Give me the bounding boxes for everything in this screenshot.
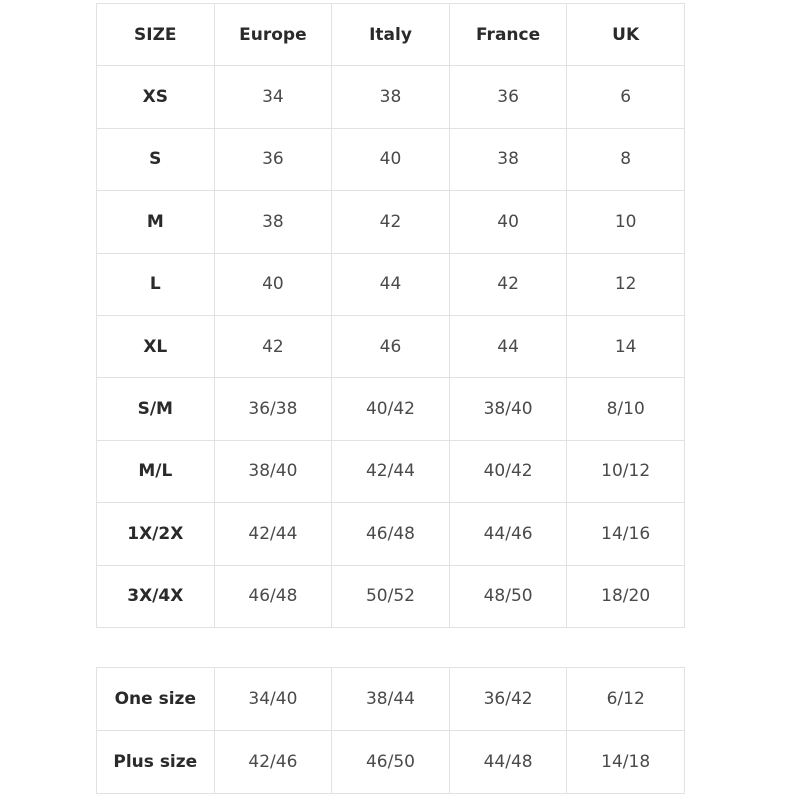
table-cell: 36/38: [213, 377, 333, 441]
table-cell: 40: [213, 252, 333, 316]
table-cell: 44/46: [448, 502, 568, 566]
table-cell: 42: [331, 190, 450, 254]
size-label-cell: L: [96, 252, 215, 316]
table-cell: 40/42: [331, 377, 450, 441]
table-cell: 10/12: [566, 439, 685, 504]
size-label-cell: M/L: [96, 439, 215, 504]
table-cell: 34: [213, 65, 333, 129]
table-row: M/L 38/40 42/44 40/42 10/12: [96, 439, 685, 504]
table-cell: 48/50: [448, 564, 568, 628]
size-label-cell: XS: [96, 65, 215, 129]
table-cell: 42/46: [213, 730, 333, 794]
size-label-cell: S/M: [96, 377, 215, 441]
table-cell: 46/48: [213, 564, 333, 628]
size-label-cell: M: [96, 190, 215, 254]
table-cell: 38/44: [331, 667, 450, 731]
table-cell: 8/10: [566, 377, 685, 441]
table-cell: 44: [448, 314, 568, 379]
column-header: France: [448, 2, 568, 67]
table-cell: 50/52: [331, 564, 450, 628]
table-cell: 14/16: [566, 502, 685, 566]
table-row: 1X/2X 42/44 46/48 44/46 14/16: [96, 502, 685, 566]
table-cell: 46/48: [331, 502, 450, 566]
table-row: XL 42 46 44 14: [96, 314, 685, 379]
table-cell: 36: [213, 127, 333, 192]
table-row: M 38 42 40 10: [96, 190, 685, 254]
column-header: UK: [566, 2, 685, 67]
size-label-cell: One size: [96, 667, 215, 731]
header-row: SIZE Europe Italy France UK: [96, 2, 685, 67]
table-cell: 44: [331, 252, 450, 316]
table-cell: 40/42: [448, 439, 568, 504]
table-cell: 14/18: [566, 730, 685, 794]
size-label-cell: S: [96, 127, 215, 192]
column-header: Italy: [331, 2, 450, 67]
table-cell: 6/12: [566, 667, 685, 731]
table-row: S/M 36/38 40/42 38/40 8/10: [96, 377, 685, 441]
table-cell: 14: [566, 314, 685, 379]
table-cell: 38: [331, 65, 450, 129]
table-cell: 38: [213, 190, 333, 254]
table-cell: 42/44: [213, 502, 333, 566]
table-cell: 46/50: [331, 730, 450, 794]
table-row: 3X/4X 46/48 50/52 48/50 18/20: [96, 564, 685, 628]
table-cell: 40: [448, 190, 568, 254]
table-row: One size 34/40 38/44 36/42 6/12: [96, 667, 685, 731]
table-cell: 40: [331, 127, 450, 192]
table-row: L 40 44 42 12: [96, 252, 685, 316]
table-cell: 38: [448, 127, 568, 192]
one-size-plus-size-table: One size 34/40 38/44 36/42 6/12 Plus size 42/4…: [96, 667, 685, 794]
table-cell: 10: [566, 190, 685, 254]
table-cell: 42/44: [331, 439, 450, 504]
table-cell: 12: [566, 252, 685, 316]
table-cell: 18/20: [566, 564, 685, 628]
size-label-cell: Plus size: [96, 730, 215, 794]
table-cell: 34/40: [213, 667, 333, 731]
table-row: S 36 40 38 8: [96, 127, 685, 192]
table-cell: 46: [331, 314, 450, 379]
table-row: XS 34 38 36 6: [96, 65, 685, 129]
column-header: Europe: [213, 2, 333, 67]
table-cell: 38/40: [448, 377, 568, 441]
table-cell: 36: [448, 65, 568, 129]
size-label-cell: 3X/4X: [96, 564, 215, 628]
table-cell: 8: [566, 127, 685, 192]
table-cell: 44/48: [448, 730, 568, 794]
table-row: Plus size 42/46 46/50 44/48 14/18: [96, 730, 685, 794]
table-cell: 6: [566, 65, 685, 129]
table-cell: 38/40: [213, 439, 333, 504]
size-label-cell: 1X/2X: [96, 502, 215, 566]
table-cell: 42: [213, 314, 333, 379]
table-cell: 42: [448, 252, 568, 316]
size-label-cell: XL: [96, 314, 215, 379]
column-header: SIZE: [96, 2, 215, 67]
table-cell: 36/42: [448, 667, 568, 731]
size-chart-table: SIZE Europe Italy France UK XS 34 38 36 6 S 36 40 38 8…: [96, 2, 685, 628]
